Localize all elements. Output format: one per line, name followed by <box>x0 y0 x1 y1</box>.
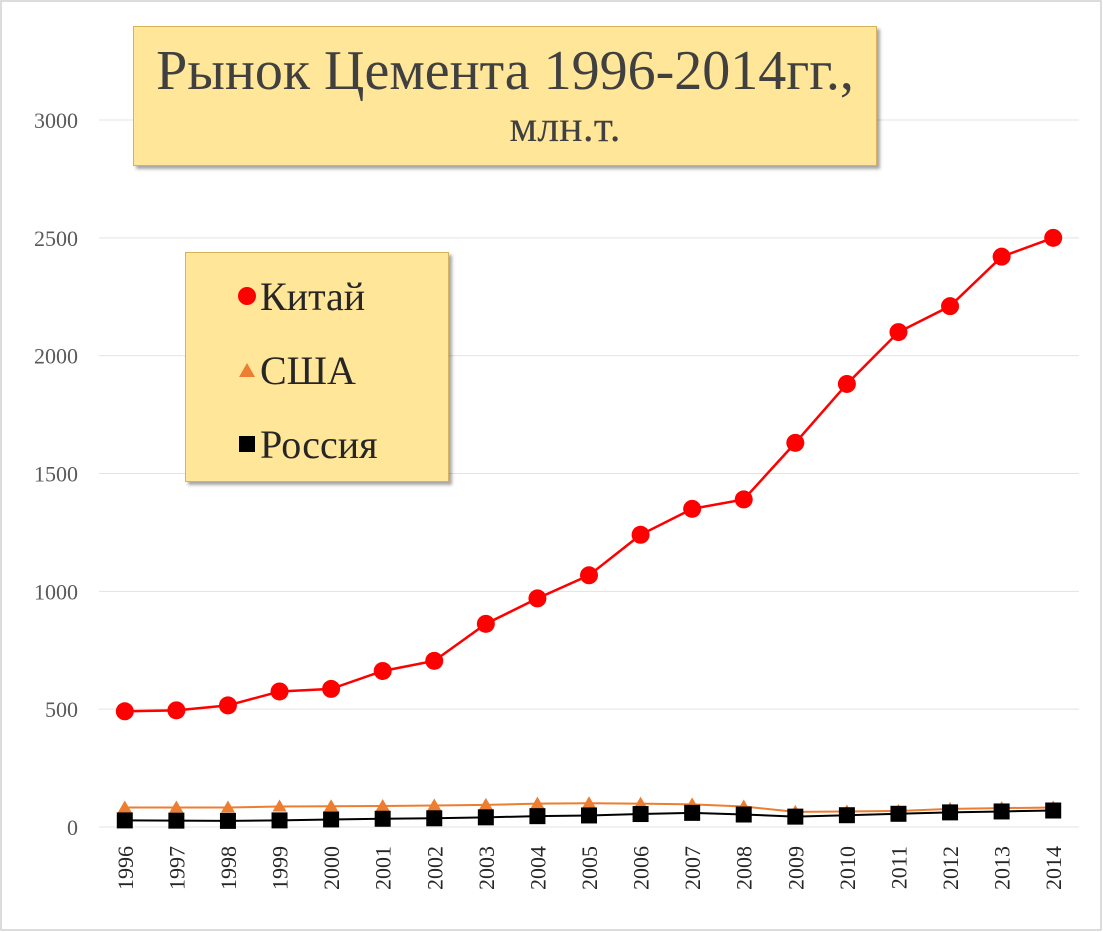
data-point <box>272 799 287 812</box>
data-point <box>478 797 493 810</box>
data-point <box>427 798 442 811</box>
data-point <box>529 808 546 825</box>
data-point <box>476 614 495 633</box>
data-point <box>1045 802 1062 819</box>
data-point <box>169 800 184 813</box>
x-tick-label: 2014 <box>1041 846 1066 890</box>
data-point <box>631 525 650 544</box>
data-point <box>582 796 596 809</box>
circle-marker-icon <box>236 285 258 307</box>
data-point <box>838 807 855 824</box>
y-tick-label: 1000 <box>34 579 78 604</box>
series-lines <box>115 228 1063 829</box>
y-tick-label: 2000 <box>34 344 78 369</box>
x-tick-label: 2012 <box>938 846 963 890</box>
data-point <box>323 811 340 828</box>
data-point <box>375 799 390 812</box>
x-tick-label: 2006 <box>629 846 654 890</box>
triangle-marker-icon <box>236 359 258 381</box>
data-point <box>633 796 648 809</box>
data-point <box>425 651 444 670</box>
data-point <box>1044 228 1063 247</box>
data-point <box>941 297 960 316</box>
y-tick-label: 2500 <box>34 226 78 251</box>
x-tick-label: 2000 <box>319 846 344 890</box>
x-tick-label: 1999 <box>268 846 293 890</box>
data-point <box>373 661 392 680</box>
data-point <box>683 499 702 518</box>
data-point <box>116 812 133 829</box>
x-tick-label: 2011 <box>886 846 911 889</box>
data-point <box>684 804 701 821</box>
chart-title: Рынок Цемента 1996-2014гг., <box>156 40 854 102</box>
data-point <box>220 800 235 813</box>
x-tick-label: 1997 <box>164 846 189 890</box>
square-marker-icon <box>236 433 258 455</box>
chart-title-box: Рынок Цемента 1996-2014гг., млн.т. <box>133 26 877 166</box>
data-point <box>374 810 391 827</box>
data-point <box>477 809 494 826</box>
x-tick-label: 2001 <box>371 846 396 890</box>
legend: Китай США Россия <box>185 252 449 482</box>
x-tick-label: 2008 <box>732 846 757 890</box>
legend-label-russia: Россия <box>260 421 378 467</box>
y-tick-label: 0 <box>67 815 78 840</box>
data-point <box>270 682 289 701</box>
data-point <box>734 490 753 509</box>
data-point <box>426 810 443 827</box>
y-tick-label: 1500 <box>34 462 78 487</box>
x-tick-label: 2007 <box>680 846 705 890</box>
y-tick-label: 500 <box>45 697 78 722</box>
data-point <box>992 247 1011 266</box>
chart-subtitle: млн.т. <box>509 102 621 151</box>
data-point <box>219 812 236 829</box>
legend-label-china: Китай <box>260 273 366 319</box>
series-circle <box>115 228 1063 721</box>
data-point <box>167 701 186 720</box>
data-point <box>889 323 908 342</box>
data-point <box>271 812 288 829</box>
legend-item-china: Китай <box>236 271 365 321</box>
x-tick-label: 1998 <box>216 846 241 890</box>
data-point <box>117 800 132 813</box>
legend-item-usa: США <box>236 345 356 395</box>
data-point <box>322 679 341 698</box>
data-point <box>168 812 185 829</box>
data-point <box>942 804 959 821</box>
x-tick-label: 2002 <box>422 846 447 890</box>
y-axis-ticks: 0 500 1000 1500 2000 2500 3000 <box>34 108 78 840</box>
x-tick-label: 2005 <box>577 846 602 890</box>
data-point <box>581 807 597 824</box>
series-square <box>116 802 1062 829</box>
data-point <box>528 589 547 608</box>
y-tick-label: 3000 <box>34 108 78 133</box>
x-tick-label: 2009 <box>783 846 808 890</box>
legend-item-russia: Россия <box>236 419 378 469</box>
data-point <box>530 796 545 809</box>
data-point <box>735 806 752 823</box>
data-point <box>993 803 1010 820</box>
x-tick-label: 2003 <box>474 846 499 890</box>
x-axis-ticks: 1996 1997 1998 1999 2000 2001 2002 2003 2004 2005… <box>113 846 1066 890</box>
data-point <box>786 433 805 452</box>
data-point <box>632 806 649 823</box>
data-point <box>218 696 237 715</box>
data-point <box>324 799 339 812</box>
data-point <box>890 805 907 822</box>
data-point <box>115 702 134 721</box>
x-tick-label: 2010 <box>835 846 860 890</box>
x-tick-label: 1996 <box>113 846 138 890</box>
legend-label-usa: США <box>260 347 356 393</box>
x-tick-label: 2013 <box>990 846 1015 890</box>
data-point <box>580 566 598 585</box>
data-point <box>787 808 804 825</box>
x-tick-label: 2004 <box>525 846 550 890</box>
data-point <box>837 374 856 393</box>
